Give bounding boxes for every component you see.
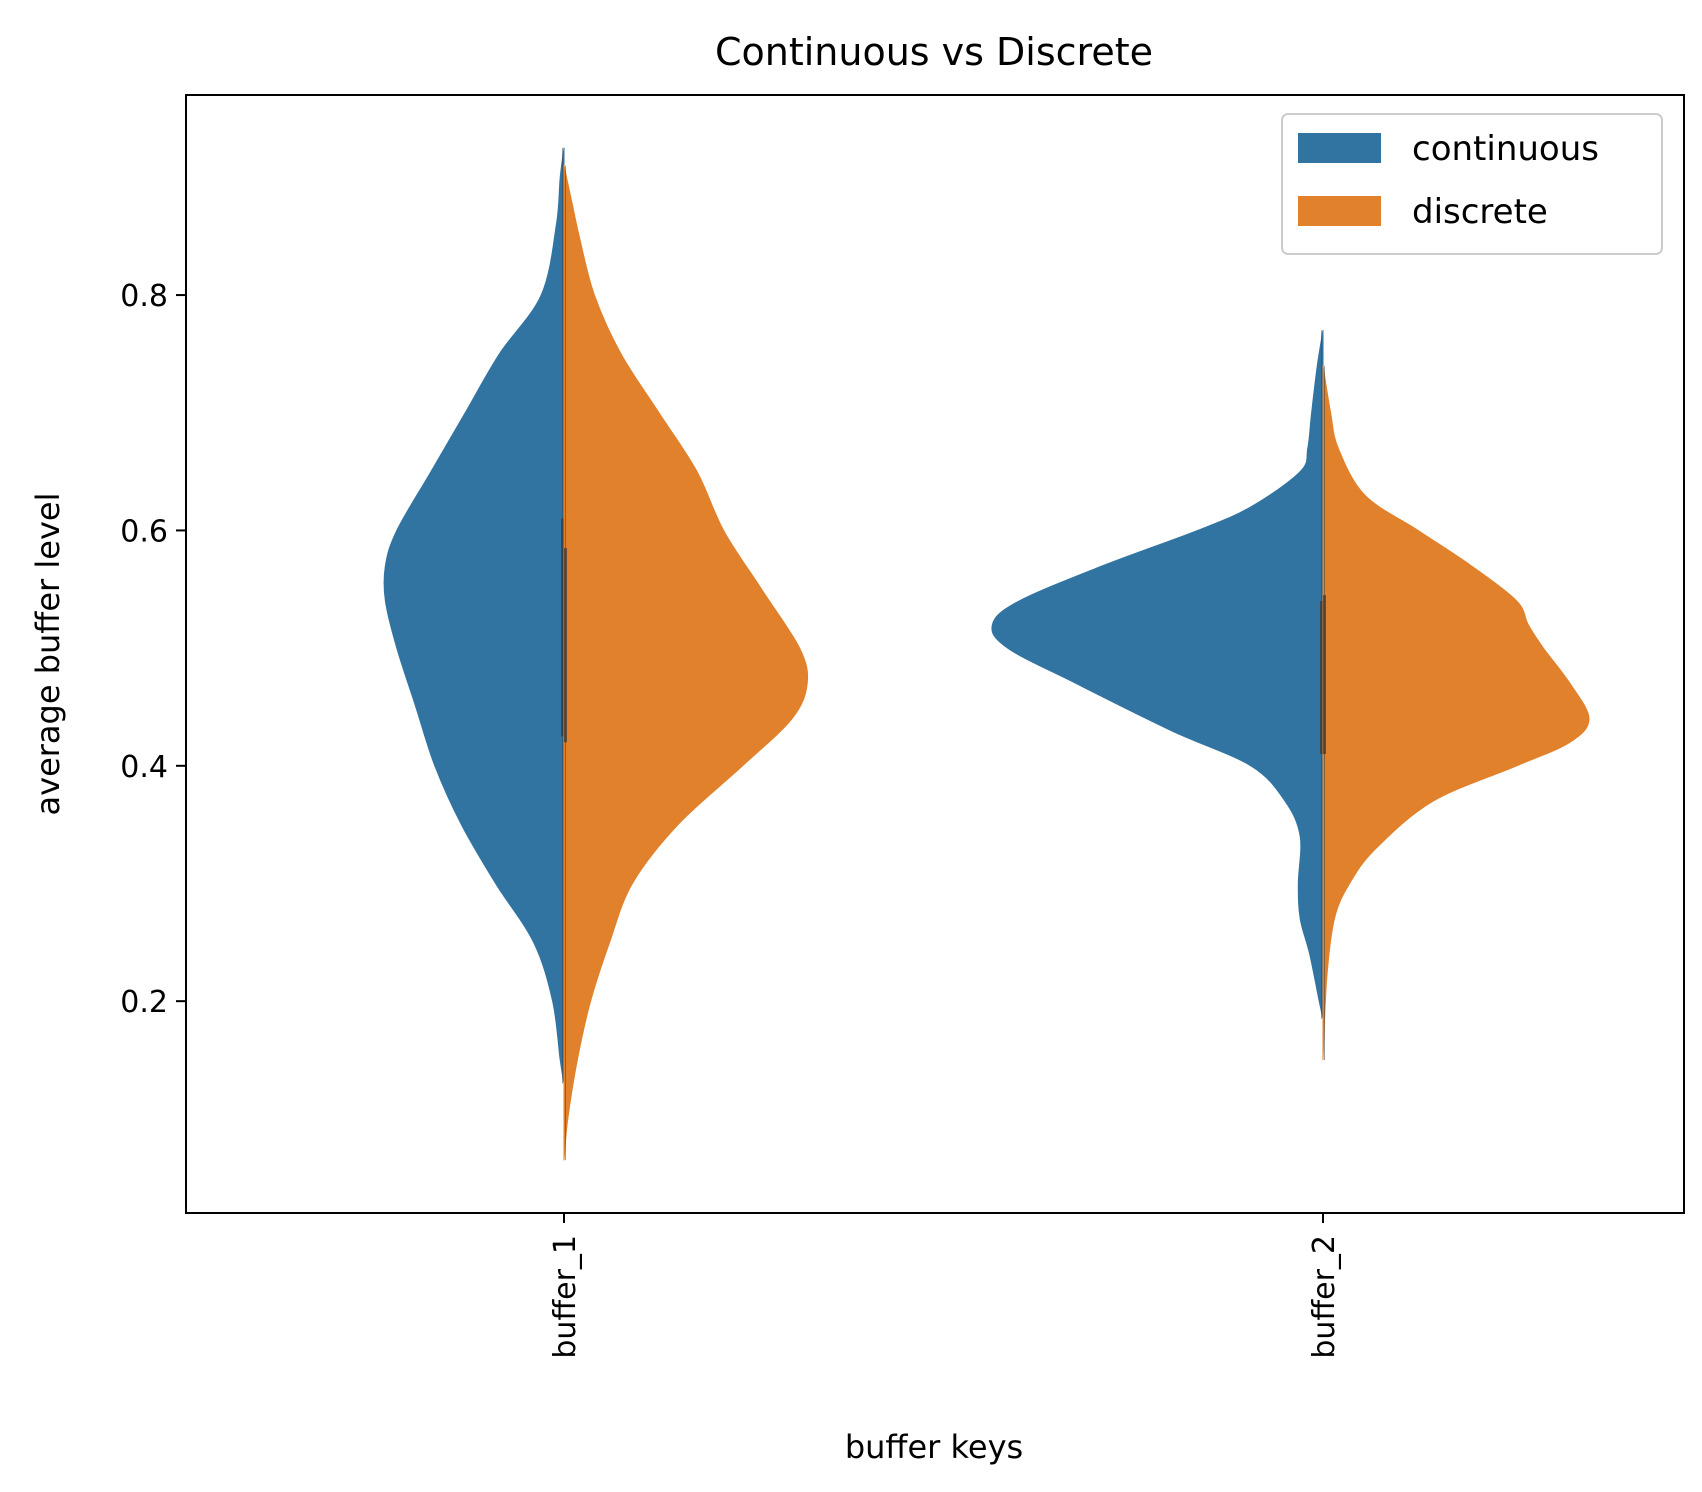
- y-axis-ticks: 0.2 0.4 0.6 0.8: [120, 279, 186, 1020]
- y-tick-label: 0.6: [120, 514, 168, 549]
- violin-discrete-buffer_1: [563, 165, 809, 1161]
- plot-frame: [185, 94, 1685, 1214]
- y-tick-label: 0.4: [120, 750, 168, 785]
- y-tick-label: 0.2: [120, 985, 168, 1020]
- y-axis-label: average buffer level: [29, 493, 67, 816]
- x-tick-label: buffer_1: [548, 1235, 583, 1359]
- y-tick-label: 0.8: [120, 279, 168, 314]
- violin-plot-area: [383, 147, 1590, 1161]
- legend-swatch-continuous: [1298, 133, 1381, 163]
- violin-continuous-buffer_1: [383, 147, 565, 1085]
- x-axis-ticks: buffer_1 buffer_2: [548, 1213, 1342, 1359]
- x-axis-label: buffer keys: [845, 1428, 1023, 1466]
- x-tick-label: buffer_2: [1307, 1235, 1342, 1359]
- chart-title: Continuous vs Discrete: [715, 30, 1153, 74]
- legend-label-continuous: continuous: [1412, 129, 1599, 169]
- legend: continuous discrete: [1281, 113, 1663, 255]
- legend-swatch-discrete: [1298, 196, 1381, 226]
- legend-label-discrete: discrete: [1412, 192, 1548, 232]
- violin-continuous-buffer_2: [991, 329, 1324, 1020]
- violin-discrete-buffer_2: [1322, 365, 1590, 1061]
